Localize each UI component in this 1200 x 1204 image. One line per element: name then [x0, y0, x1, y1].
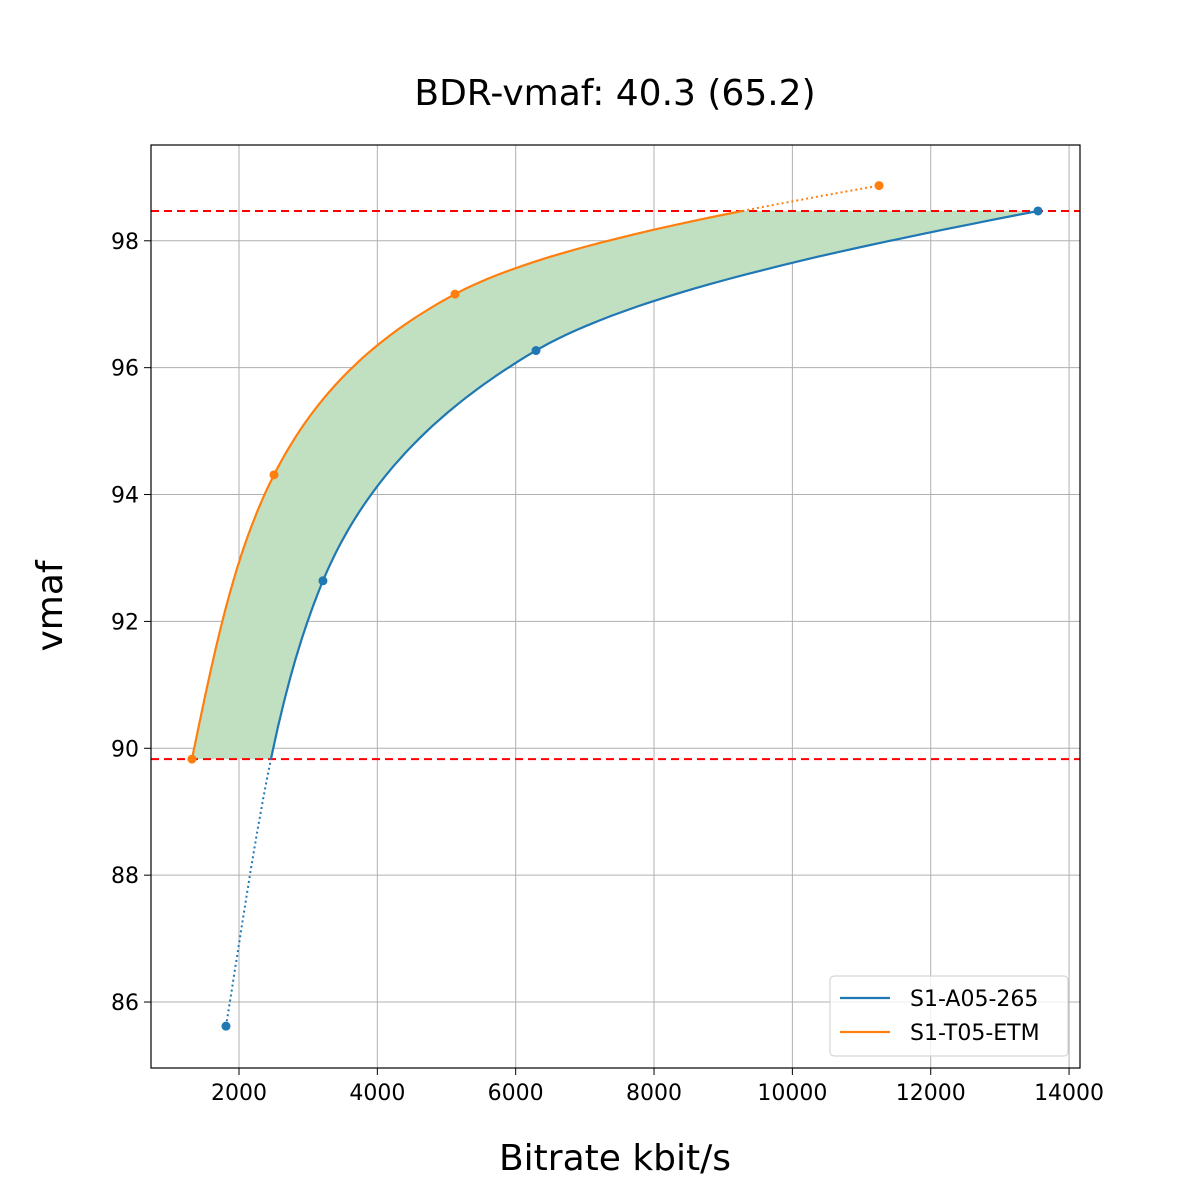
x-tick-label: 14000 [1034, 1081, 1104, 1106]
y-tick-label: 92 [111, 610, 139, 635]
x-axis-label: Bitrate kbit/s [499, 1138, 731, 1179]
data-point [221, 1021, 231, 1031]
data-point [450, 289, 460, 299]
y-axis-label: vmaf [30, 559, 71, 651]
plot-frame [150, 144, 1081, 1069]
data-point [269, 470, 279, 480]
y-tick-label: 86 [111, 991, 139, 1016]
y-tick-label: 98 [111, 230, 139, 255]
series-line-dotted [742, 184, 880, 212]
y-tick-label: 88 [111, 864, 139, 889]
x-tick-label: 8000 [626, 1081, 682, 1106]
fill-region [192, 211, 1038, 760]
legend-label: S1-T05-ETM [910, 1021, 1040, 1046]
y-tick-label: 96 [111, 357, 139, 382]
data-point [874, 181, 884, 191]
y-tick-label: 90 [111, 737, 139, 762]
legend-label: S1-A05-265 [910, 987, 1038, 1012]
legend: S1-A05-265 S1-T05-ETM [829, 975, 1069, 1057]
data-point [1033, 206, 1043, 216]
x-tick-label: 12000 [896, 1081, 966, 1106]
legend-box [829, 975, 1069, 1057]
chart-title: BDR-vmaf: 40.3 (65.2) [414, 73, 815, 114]
y-tick-label: 94 [111, 484, 139, 509]
x-tick-label: 4000 [349, 1081, 405, 1106]
data-point [531, 346, 541, 356]
x-tick-label: 10000 [757, 1081, 827, 1106]
fill-between-area [192, 211, 1038, 760]
ticks: 2000 4000 6000 8000 10000 12000 14000 86 88 90 92 9… [111, 230, 1104, 1106]
data-point [318, 576, 328, 586]
x-tick-label: 6000 [488, 1081, 544, 1106]
reference-lines [151, 209, 1080, 761]
series-line-solid [190, 209, 743, 760]
series-line-dotted [225, 758, 272, 1027]
series-lines [190, 184, 1039, 1027]
x-tick-label: 2000 [211, 1081, 267, 1106]
data-points [187, 181, 1043, 1031]
data-point [187, 754, 197, 764]
series-line-solid [269, 209, 1039, 760]
